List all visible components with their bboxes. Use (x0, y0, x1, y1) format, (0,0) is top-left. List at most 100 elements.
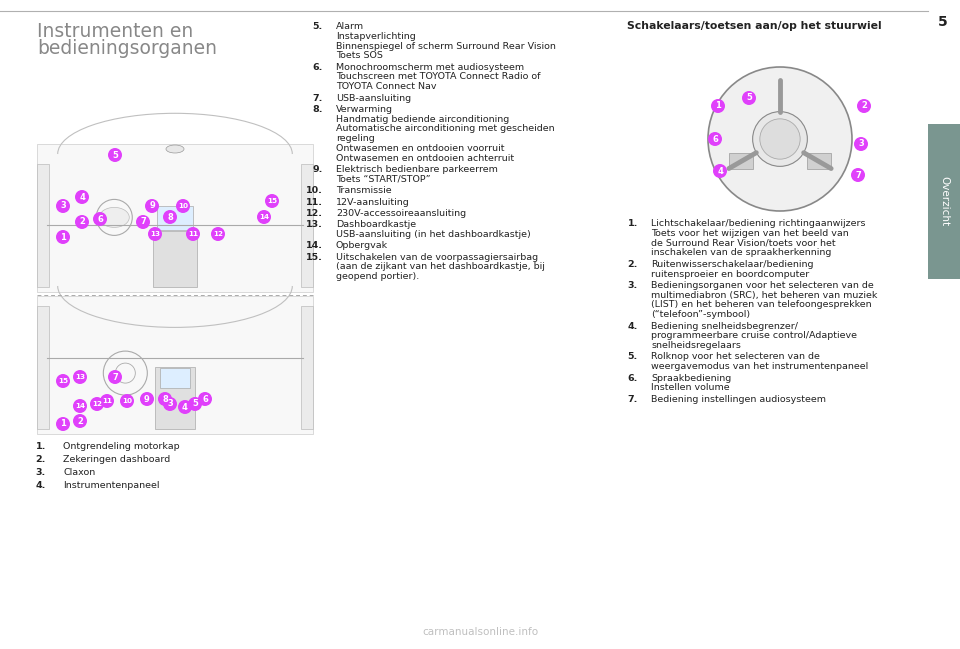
Text: 7: 7 (112, 373, 118, 382)
Text: 7.: 7. (628, 395, 638, 404)
Text: Toets “START/STOP”: Toets “START/STOP” (336, 175, 431, 184)
Text: 5: 5 (192, 400, 198, 408)
Text: 2: 2 (861, 101, 867, 110)
Text: Rolknop voor het selecteren van de: Rolknop voor het selecteren van de (651, 352, 820, 361)
Text: Toets voor het wijzigen van het beeld van: Toets voor het wijzigen van het beeld va… (651, 229, 849, 238)
Circle shape (163, 210, 177, 224)
Text: USB-aansluiting (in het dashboardkastje): USB-aansluiting (in het dashboardkastje) (336, 230, 531, 239)
Circle shape (148, 227, 162, 241)
Text: 13.: 13. (306, 220, 323, 229)
Circle shape (188, 397, 202, 411)
Text: 15.: 15. (306, 252, 323, 262)
Text: Ontgrendeling motorkap: Ontgrendeling motorkap (63, 442, 180, 451)
Text: weergavemodus van het instrumentenpaneel: weergavemodus van het instrumentenpaneel (651, 362, 868, 371)
Text: 5: 5 (112, 151, 118, 160)
Bar (153, 231, 197, 287)
Text: 2.: 2. (628, 260, 638, 269)
Text: 15: 15 (58, 378, 68, 384)
Circle shape (257, 210, 271, 224)
Text: programmeerbare cruise control/Adaptieve: programmeerbare cruise control/Adaptieve (651, 331, 857, 340)
Bar (37, 164, 49, 287)
Circle shape (136, 215, 150, 229)
Circle shape (753, 112, 807, 166)
Bar (155, 367, 195, 429)
Circle shape (708, 132, 722, 146)
Circle shape (73, 414, 87, 428)
Circle shape (75, 215, 89, 229)
Text: Schakelaars/toetsen aan/op het stuurwiel: Schakelaars/toetsen aan/op het stuurwiel (627, 21, 881, 31)
Text: Automatische airconditioning met gescheiden: Automatische airconditioning met geschei… (336, 125, 555, 134)
Circle shape (56, 230, 70, 244)
Text: (aan de zijkant van het dashboardkastje, bij: (aan de zijkant van het dashboardkastje,… (336, 262, 545, 271)
Text: 1: 1 (60, 419, 66, 428)
Circle shape (742, 91, 756, 105)
Circle shape (56, 417, 70, 431)
Text: 15: 15 (267, 198, 277, 204)
Circle shape (713, 164, 727, 178)
Text: Zekeringen dashboard: Zekeringen dashboard (63, 455, 170, 464)
Circle shape (708, 67, 852, 211)
Circle shape (145, 199, 159, 213)
Text: de Surround Rear Vision/toets voor het: de Surround Rear Vision/toets voor het (651, 239, 835, 248)
Circle shape (178, 400, 192, 414)
Text: 8: 8 (162, 395, 168, 404)
Text: 3: 3 (858, 140, 864, 149)
Text: 8: 8 (167, 212, 173, 221)
Text: 12: 12 (213, 231, 223, 237)
Text: 3.: 3. (36, 468, 46, 477)
Circle shape (857, 99, 871, 113)
Circle shape (120, 394, 134, 408)
Text: 14: 14 (259, 214, 269, 220)
Text: carmanualsonline.info: carmanualsonline.info (422, 627, 538, 637)
Text: 6: 6 (712, 134, 718, 143)
Text: 8.: 8. (313, 105, 323, 114)
Text: 7: 7 (855, 171, 861, 180)
Circle shape (93, 212, 107, 226)
Bar (37, 306, 49, 429)
Text: 13: 13 (150, 231, 160, 237)
Text: Bediening snelheidsbegrenzer/: Bediening snelheidsbegrenzer/ (651, 321, 798, 330)
Text: 13: 13 (75, 374, 85, 380)
Text: Elektrisch bedienbare parkeerrem: Elektrisch bedienbare parkeerrem (336, 165, 498, 174)
Text: Touchscreen met TOYOTA Connect Radio of: Touchscreen met TOYOTA Connect Radio of (336, 73, 540, 82)
Text: 3.: 3. (628, 281, 638, 290)
Text: Opbergvak: Opbergvak (336, 241, 388, 251)
Bar (806, 153, 830, 169)
Circle shape (108, 148, 122, 162)
Text: 1: 1 (715, 101, 721, 110)
Text: 1: 1 (60, 232, 66, 241)
Text: 3: 3 (60, 201, 66, 210)
Text: 11.: 11. (306, 197, 323, 206)
Text: geopend portier).: geopend portier). (336, 272, 420, 281)
Text: (LIST) en het beheren van telefoongesprekken: (LIST) en het beheren van telefoongespre… (651, 300, 872, 310)
Text: 1.: 1. (36, 442, 46, 451)
Text: 5.: 5. (313, 22, 323, 31)
Text: Instrumenten en: Instrumenten en (37, 22, 193, 41)
Circle shape (186, 227, 200, 241)
Text: 6: 6 (97, 215, 103, 223)
Circle shape (90, 397, 104, 411)
Text: Instellen volume: Instellen volume (651, 384, 730, 392)
Bar (301, 164, 313, 287)
Bar (157, 206, 193, 230)
Text: 9.: 9. (313, 165, 323, 174)
Ellipse shape (99, 208, 130, 227)
Circle shape (73, 399, 87, 413)
Circle shape (140, 392, 154, 406)
Text: 2: 2 (79, 217, 84, 227)
Text: Instrumentenpaneel: Instrumentenpaneel (63, 481, 159, 490)
Text: Monochroomscherm met audiosysteem: Monochroomscherm met audiosysteem (336, 63, 524, 71)
Circle shape (760, 119, 800, 159)
Bar (37, 144, 313, 292)
Circle shape (56, 374, 70, 388)
Text: 4: 4 (79, 193, 84, 201)
Text: Transmissie: Transmissie (336, 186, 392, 195)
Circle shape (75, 190, 89, 204)
Text: Alarm: Alarm (336, 22, 364, 31)
Text: Verwarming: Verwarming (336, 105, 393, 114)
Ellipse shape (166, 145, 184, 153)
Text: Ontwasemen en ontdooien achterruit: Ontwasemen en ontdooien achterruit (336, 154, 515, 163)
Circle shape (163, 397, 177, 411)
Text: 9: 9 (149, 201, 155, 210)
Text: 6: 6 (202, 395, 208, 404)
